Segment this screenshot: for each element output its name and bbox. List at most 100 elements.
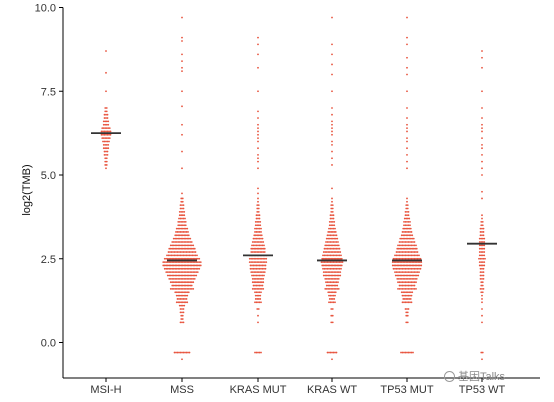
x-axis: MSI-H MSS KRAS MUT KRAS WT TP53 MUT TP53 WT <box>63 377 540 396</box>
data-point <box>257 137 259 140</box>
data-point <box>179 298 182 300</box>
data-point <box>259 277 262 280</box>
data-point <box>105 150 107 153</box>
data-point <box>401 231 404 233</box>
data-point <box>412 251 414 253</box>
data-point <box>257 291 259 294</box>
data-point <box>327 251 330 253</box>
data-point <box>177 271 180 274</box>
data-point <box>189 241 192 243</box>
data-point <box>413 288 416 290</box>
data-point <box>189 267 192 270</box>
data-point <box>481 298 483 300</box>
data-point <box>329 234 332 237</box>
data-point <box>331 247 333 250</box>
data-point <box>192 244 195 247</box>
data-point <box>328 227 330 230</box>
data-point <box>181 221 184 223</box>
data-point <box>251 271 254 274</box>
data-point <box>331 221 334 223</box>
data-point <box>406 277 409 280</box>
data-point <box>258 301 261 304</box>
data-point <box>187 274 190 277</box>
data-point <box>181 284 184 287</box>
data-point <box>259 247 262 250</box>
data-point <box>404 271 407 274</box>
data-point <box>255 237 258 240</box>
data-point <box>169 251 171 253</box>
data-point <box>192 271 195 274</box>
data-point <box>254 288 257 290</box>
data-point <box>396 247 399 250</box>
data-point <box>179 308 182 310</box>
data-point <box>411 277 414 280</box>
data-point <box>177 264 180 267</box>
data-point <box>405 321 408 324</box>
data-point <box>331 284 334 287</box>
data-point <box>181 267 184 270</box>
data-point <box>256 241 259 243</box>
data-point <box>406 127 408 129</box>
data-point <box>175 281 178 284</box>
data-point <box>254 274 256 277</box>
data-point <box>394 267 396 270</box>
data-point <box>180 281 183 284</box>
data-point <box>406 123 408 126</box>
data-point <box>103 113 106 116</box>
data-point <box>328 267 330 270</box>
data-point <box>186 277 189 280</box>
data-point <box>187 288 190 290</box>
data-point <box>199 261 202 263</box>
data-point <box>334 291 337 294</box>
data-point <box>166 271 169 274</box>
data-point <box>169 277 172 280</box>
data-point <box>331 231 334 233</box>
data-point <box>411 274 414 277</box>
data-point <box>400 281 402 284</box>
data-point <box>479 271 482 274</box>
data-point <box>259 257 262 260</box>
data-point <box>260 301 262 304</box>
data-point <box>257 224 260 227</box>
data-point <box>405 261 408 263</box>
data-point <box>415 261 418 263</box>
data-point <box>329 247 332 250</box>
data-point <box>171 264 174 267</box>
data-point <box>251 264 253 267</box>
data-point <box>169 254 171 257</box>
data-point <box>409 241 411 243</box>
data-point <box>480 251 483 253</box>
data-point <box>337 244 340 247</box>
data-point <box>402 237 405 240</box>
data-point <box>178 284 181 287</box>
data-point <box>174 234 177 237</box>
data-point <box>337 281 339 284</box>
data-point <box>336 244 339 247</box>
data-point <box>407 284 410 287</box>
data-point <box>105 167 107 170</box>
data-point <box>395 271 398 274</box>
data-point <box>194 251 197 253</box>
data-point <box>414 247 417 250</box>
data-point <box>257 110 259 113</box>
data-point <box>108 130 110 133</box>
data-point <box>248 257 251 260</box>
data-point <box>181 247 184 250</box>
data-point <box>253 281 256 284</box>
data-point <box>481 264 484 267</box>
data-point <box>407 257 410 260</box>
data-point <box>258 264 261 267</box>
data-point <box>405 247 408 250</box>
data-point <box>257 127 259 129</box>
data-point <box>186 247 189 250</box>
data-point <box>257 123 259 126</box>
data-point <box>328 284 331 287</box>
data-point <box>406 221 408 223</box>
data-point <box>170 251 173 253</box>
data-point <box>260 281 263 284</box>
data-point <box>103 130 106 133</box>
data-point <box>405 291 408 294</box>
data-point <box>415 277 418 280</box>
data-point <box>258 244 261 247</box>
data-point <box>175 251 177 253</box>
